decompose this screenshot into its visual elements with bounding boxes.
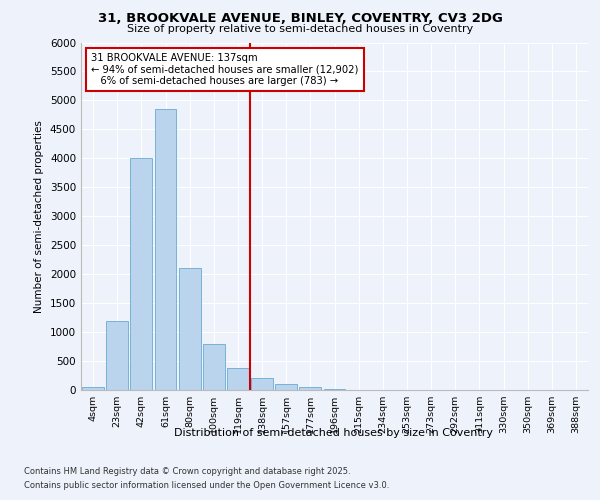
Text: 31 BROOKVALE AVENUE: 137sqm
← 94% of semi-detached houses are smaller (12,902)
 : 31 BROOKVALE AVENUE: 137sqm ← 94% of sem… bbox=[91, 53, 359, 86]
Bar bbox=[299, 387, 321, 390]
Bar bbox=[155, 109, 176, 390]
Bar bbox=[227, 368, 249, 390]
Bar bbox=[275, 384, 297, 390]
Bar bbox=[130, 158, 152, 390]
Bar bbox=[82, 386, 104, 390]
Bar bbox=[251, 378, 273, 390]
Text: Size of property relative to semi-detached houses in Coventry: Size of property relative to semi-detach… bbox=[127, 24, 473, 34]
Bar bbox=[179, 268, 200, 390]
Text: 31, BROOKVALE AVENUE, BINLEY, COVENTRY, CV3 2DG: 31, BROOKVALE AVENUE, BINLEY, COVENTRY, … bbox=[98, 12, 502, 26]
Bar bbox=[203, 344, 224, 390]
Text: Distribution of semi-detached houses by size in Coventry: Distribution of semi-detached houses by … bbox=[173, 428, 493, 438]
Bar bbox=[106, 320, 128, 390]
Y-axis label: Number of semi-detached properties: Number of semi-detached properties bbox=[34, 120, 44, 312]
Text: Contains public sector information licensed under the Open Government Licence v3: Contains public sector information licen… bbox=[24, 481, 389, 490]
Text: Contains HM Land Registry data © Crown copyright and database right 2025.: Contains HM Land Registry data © Crown c… bbox=[24, 468, 350, 476]
